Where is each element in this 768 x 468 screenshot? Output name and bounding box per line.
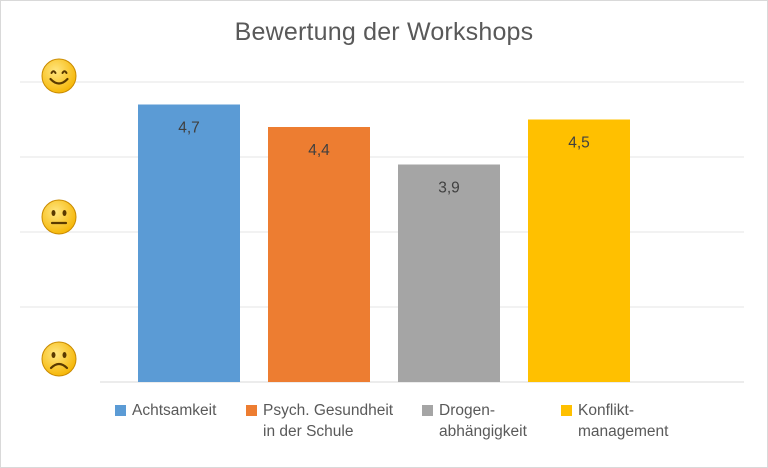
bar-3 bbox=[398, 164, 500, 382]
data-labels: 4,7 4,4 3,9 4,5 bbox=[178, 120, 590, 197]
bar-1 bbox=[138, 104, 240, 382]
legend: Achtsamkeit Psych. Gesundheit in der Sch… bbox=[0, 400, 768, 460]
legend-item-psych-gesundheit: Psych. Gesundheit in der Schule bbox=[246, 400, 393, 442]
bars bbox=[138, 104, 630, 382]
frowning-face-icon bbox=[41, 341, 77, 377]
legend-item-konfliktmanagement: Konflikt- management bbox=[561, 400, 668, 442]
data-label-4: 4,5 bbox=[568, 135, 590, 152]
bar-4 bbox=[528, 119, 630, 382]
gridlines bbox=[20, 81, 744, 383]
legend-label: Drogen- abhängigkeit bbox=[439, 402, 527, 440]
data-label-3: 3,9 bbox=[438, 180, 460, 197]
chart-title: Bewertung der Workshops bbox=[234, 18, 534, 46]
legend-label: Psych. Gesundheit in der Schule bbox=[263, 402, 394, 440]
legend-swatch bbox=[246, 405, 257, 416]
legend-swatch bbox=[422, 405, 433, 416]
bar-2 bbox=[268, 127, 370, 382]
legend-swatch bbox=[115, 405, 126, 416]
legend-swatch bbox=[561, 405, 572, 416]
smiling-face-icon bbox=[41, 58, 77, 94]
legend-label: Achtsamkeit bbox=[132, 402, 217, 419]
neutral-face-icon bbox=[41, 199, 77, 235]
legend-label: Konflikt- management bbox=[578, 402, 669, 440]
data-label-1: 4,7 bbox=[178, 120, 200, 137]
legend-item-drogenabhaengigkeit: Drogen- abhängigkeit bbox=[422, 400, 527, 442]
legend-item-achtsamkeit: Achtsamkeit bbox=[115, 400, 216, 421]
data-label-2: 4,4 bbox=[308, 142, 330, 159]
